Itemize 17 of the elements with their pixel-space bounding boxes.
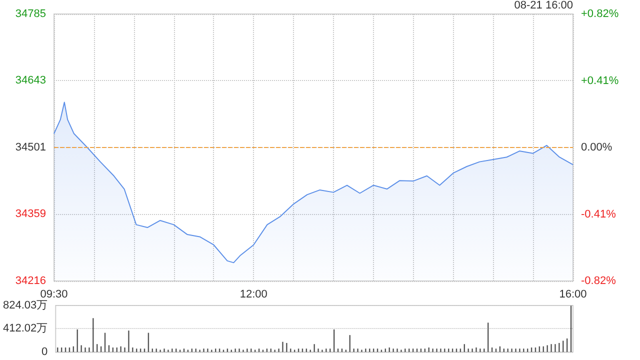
x-tick-label: 09:30 [40, 288, 68, 300]
y2-tick-label: +0.82% [581, 8, 619, 20]
y-tick-label: 34785 [15, 8, 46, 20]
y2-tick-label: -0.82% [581, 275, 616, 287]
x-tick-label: 12:00 [240, 288, 268, 300]
y-tick-label: 34359 [15, 208, 46, 220]
y-tick-label: 824.03万 [2, 300, 48, 312]
y-tick-label: 34501 [15, 141, 46, 154]
x-tick-label: 16:00 [559, 288, 587, 300]
y2-tick-label: +0.41% [581, 74, 619, 87]
y-tick-label: 34216 [15, 275, 46, 287]
y-tick-label: 412.02万 [2, 322, 48, 335]
y-tick-label: 0 [42, 346, 48, 358]
text: 08-21 16:00 [514, 0, 573, 12]
y2-tick-label: 0.00% [581, 142, 612, 154]
y-tick-label: 34643 [15, 74, 46, 87]
y2-tick-label: -0.41% [581, 208, 616, 220]
